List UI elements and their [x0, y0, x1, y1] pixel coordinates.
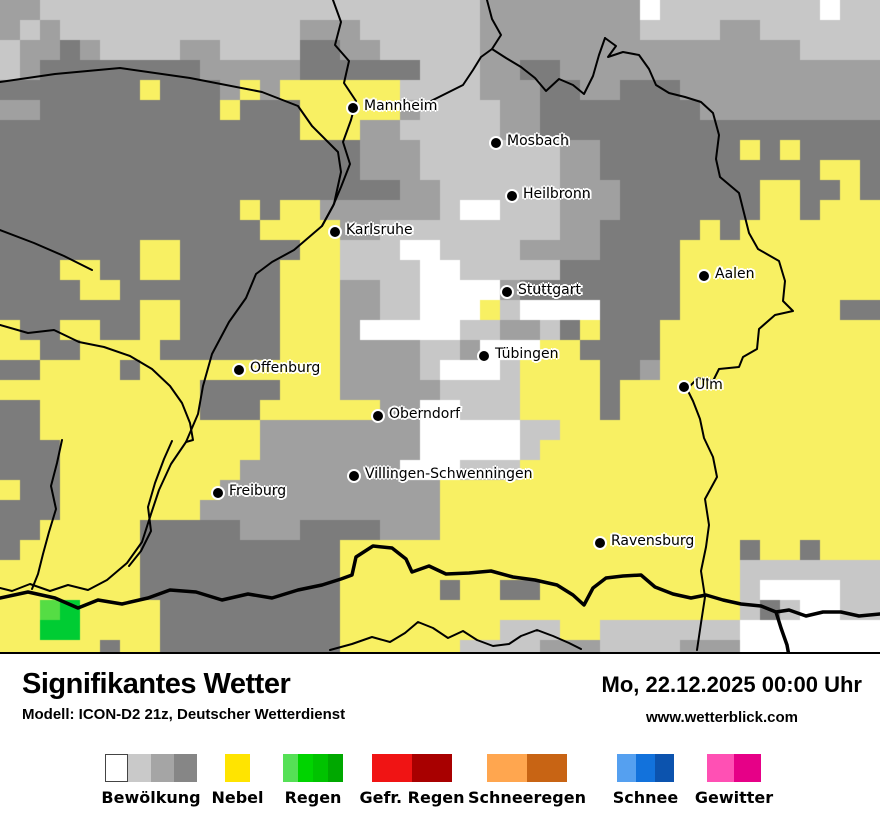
legend-color-segment: [313, 754, 328, 782]
city-dot-icon: [502, 287, 512, 297]
city-dot-icon: [679, 382, 689, 392]
city-label: Offenburg: [250, 360, 321, 376]
legend-color-segment: [734, 754, 761, 782]
legend-group: Nebel: [211, 754, 264, 807]
legend-color-segment: [655, 754, 674, 782]
city-dot-icon: [213, 488, 223, 498]
legend-color-segment: [225, 754, 250, 782]
legend-swatch: [707, 754, 761, 782]
legend-swatch: [283, 754, 343, 782]
city-dot-icon: [699, 271, 709, 281]
border-line: [604, 37, 794, 651]
city-dot-icon: [234, 365, 244, 375]
city-label: Tübingen: [495, 346, 559, 362]
border-line: [491, 37, 606, 95]
weather-map: Mannheim Mosbach Heilbronn Karlsruhe Stuttga…: [0, 0, 880, 654]
legend-group: Bewölkung: [101, 754, 201, 807]
city-dot-icon: [479, 351, 489, 361]
legend-color-segment: [151, 754, 174, 782]
city-dot-icon: [373, 411, 383, 421]
model-subtitle: Modell: ICON-D2 21z, Deutscher Wetterdie…: [22, 706, 346, 723]
legend-label: Regen: [284, 788, 342, 807]
legend-color-segment: [128, 754, 151, 782]
legend-color-segment: [707, 754, 734, 782]
city-dot-icon: [507, 191, 517, 201]
legend-group: Schneeregen: [468, 754, 586, 807]
city-label: Ulm: [695, 377, 723, 393]
legend-swatch: [225, 754, 250, 782]
map-canvas: [0, 0, 880, 652]
city-label: Aalen: [715, 266, 755, 282]
city-dot-icon: [491, 138, 501, 148]
legend-label: Gewitter: [694, 788, 774, 807]
border-line: [329, 621, 582, 651]
border-line: [0, 324, 194, 443]
legend-group: Schnee: [613, 754, 678, 807]
legend-group: Gefr. Regen: [359, 754, 465, 807]
borders-overlay: [0, 0, 880, 652]
city-dot-icon: [348, 103, 358, 113]
city-dot-icon: [330, 227, 340, 237]
cities-layer: Mannheim Mosbach Heilbronn Karlsruhe Stuttga…: [213, 98, 755, 549]
website-url: www.wetterblick.com: [646, 709, 798, 726]
legend-color-segment: [328, 754, 343, 782]
legend-group: Regen: [283, 754, 343, 807]
legend-label: Nebel: [211, 788, 264, 807]
legend-color-segment: [174, 754, 197, 782]
legend-label: Schneeregen: [468, 788, 586, 807]
city-label: Mannheim: [364, 98, 438, 114]
city-label: Oberndorf: [389, 406, 461, 422]
border-line: [774, 610, 791, 652]
city-label: Stuttgart: [518, 282, 581, 298]
city-label: Villingen-Schwenningen: [365, 466, 533, 482]
city-dot-icon: [595, 538, 605, 548]
legend-label: Schnee: [612, 788, 679, 807]
legend-color-segment: [283, 754, 298, 782]
city-label: Heilbronn: [523, 186, 591, 202]
city-dot-icon: [349, 471, 359, 481]
legend-swatch: [487, 754, 567, 782]
legend-color-segment: [105, 754, 128, 782]
forecast-datetime: Mo, 22.12.2025 00:00 Uhr: [601, 672, 862, 697]
city-label: Karlsruhe: [346, 222, 413, 238]
city-label: Freiburg: [229, 483, 287, 499]
legend-color-segment: [487, 754, 527, 782]
border-line: [31, 439, 63, 590]
legend-color-segment: [617, 754, 636, 782]
city-label: Ravensburg: [611, 533, 695, 549]
border-line: [0, 544, 880, 618]
legend-group: Gewitter: [695, 754, 773, 807]
border-line: [430, 0, 502, 102]
legend-color-segment: [527, 754, 567, 782]
legend-label: Gefr. Regen: [359, 788, 465, 807]
legend-color-segment: [298, 754, 313, 782]
border-line: [0, 67, 342, 592]
legend-swatch: [372, 754, 452, 782]
legend-color-segment: [372, 754, 412, 782]
border-line: [128, 440, 173, 567]
legend-swatch: [105, 754, 197, 782]
page-title: Signifikantes Wetter: [22, 668, 291, 700]
legend-color-segment: [412, 754, 452, 782]
border-line: [0, 229, 93, 271]
legend-swatch: [617, 754, 674, 782]
legend-color-segment: [636, 754, 655, 782]
city-label: Mosbach: [507, 133, 569, 149]
legend-label: Bewölkung: [101, 788, 201, 807]
